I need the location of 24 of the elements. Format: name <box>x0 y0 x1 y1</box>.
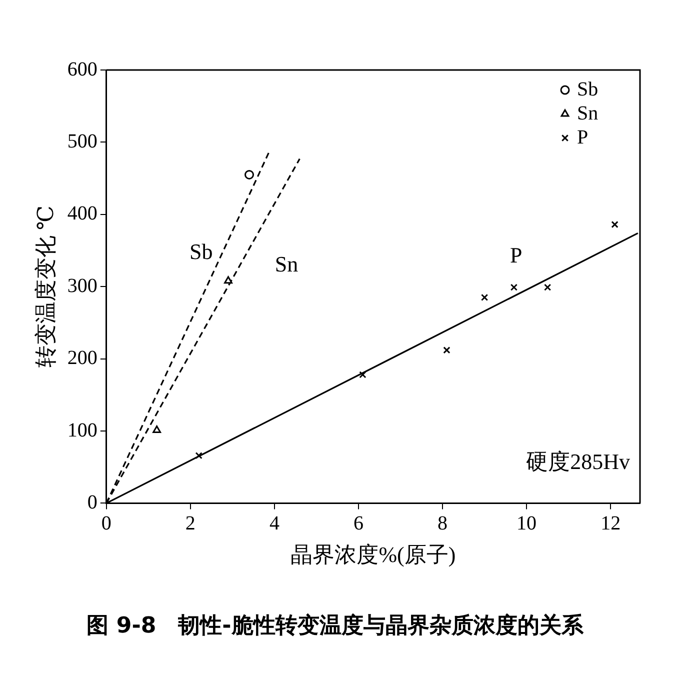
annotation: Sn <box>274 252 298 277</box>
y-tick-label: 200 <box>67 347 98 370</box>
x-tick-label: 12 <box>600 512 621 534</box>
x-tick-label: 0 <box>101 512 112 534</box>
x-tick-label: 2 <box>185 512 196 534</box>
y-axis-title: 转变温度变化 ℃ <box>32 206 58 368</box>
y-tick-label: 400 <box>67 202 98 225</box>
annotation: P <box>510 242 522 268</box>
x-tick-label: 6 <box>353 512 364 534</box>
legend-label: Sb <box>577 78 598 100</box>
annotation: Sb <box>190 238 213 264</box>
y-tick-label: 0 <box>87 491 98 514</box>
y-tick-label: 500 <box>67 130 98 152</box>
x-tick-label: 8 <box>438 512 448 534</box>
y-tick-label: 600 <box>67 58 98 80</box>
y-tick-label: 100 <box>67 419 98 442</box>
y-tick-label: 300 <box>67 274 98 297</box>
legend-label: Sn <box>577 102 598 124</box>
x-tick-label: 4 <box>269 512 280 534</box>
annotation: 硬度285Hv <box>526 448 630 474</box>
legend-label: P <box>577 126 588 148</box>
text: 图 9-8 韧性-脆性转变温度与晶界杂质浓度的关系 <box>86 612 584 639</box>
x-axis-title: 晶界浓度%(原子) <box>290 542 456 568</box>
x-tick-label: 10 <box>516 512 537 534</box>
